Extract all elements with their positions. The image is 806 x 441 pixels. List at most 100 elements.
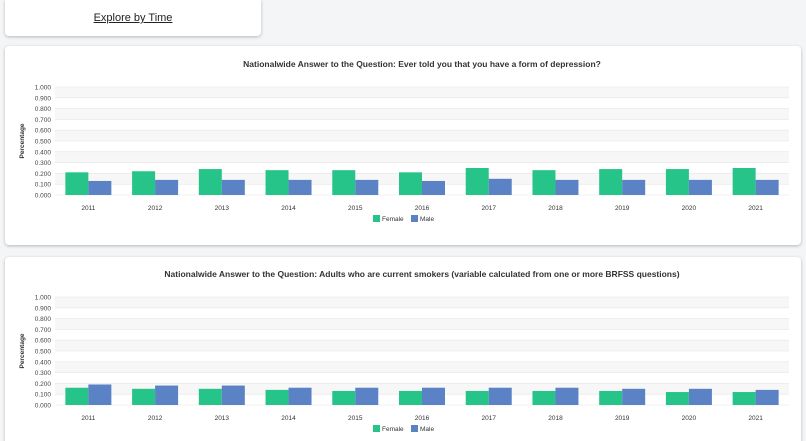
bar-female-2019[interactable]	[599, 390, 623, 405]
bar-female-2011[interactable]	[65, 387, 89, 405]
x-tick-label: 2012	[148, 415, 163, 422]
legend-item-female[interactable]: Female	[373, 425, 404, 433]
bar-female-2018[interactable]	[532, 390, 556, 405]
bar-female-2021[interactable]	[732, 168, 756, 195]
y-tick-label: 0.600	[35, 338, 52, 345]
bar-male-2021[interactable]	[755, 389, 779, 405]
bar-female-2018[interactable]	[532, 170, 556, 195]
legend-item-male[interactable]: Male	[411, 215, 434, 223]
bar-female-2015[interactable]	[332, 170, 356, 195]
y-tick-label: 0.400	[35, 149, 52, 156]
bar-male-2021[interactable]	[755, 179, 779, 195]
x-tick-label: 2011	[81, 205, 95, 212]
bar-male-2017[interactable]	[488, 387, 512, 405]
bar-male-2013[interactable]	[221, 385, 245, 405]
depression-bar-chart: Nationalwide Answer to the Question: Eve…	[19, 59, 789, 223]
y-tick-label: 0.800	[35, 316, 52, 323]
bar-male-2016[interactable]	[422, 387, 445, 405]
x-tick-label: 2012	[148, 205, 163, 212]
grid-band	[55, 130, 789, 141]
bar-male-2012[interactable]	[155, 385, 179, 405]
bar-female-2021[interactable]	[732, 392, 756, 405]
bar-male-2014[interactable]	[288, 179, 312, 195]
y-tick-label: 0.700	[35, 117, 52, 124]
bar-female-2011[interactable]	[65, 172, 89, 195]
bar-male-2015[interactable]	[355, 179, 379, 195]
x-tick-label: 2011	[81, 415, 95, 422]
legend-swatch	[411, 425, 418, 432]
bar-female-2014[interactable]	[265, 389, 289, 405]
explore-by-time-tab[interactable]: Explore by Time	[5, 0, 261, 36]
bar-female-2013[interactable]	[198, 169, 222, 195]
legend-item-male[interactable]: Male	[411, 425, 434, 433]
grid-band	[55, 318, 789, 330]
bar-male-2019[interactable]	[622, 179, 646, 195]
bar-male-2016[interactable]	[422, 180, 445, 195]
x-tick-label: 2016	[415, 205, 430, 212]
y-tick-label: 0.500	[35, 349, 52, 356]
grid-band	[55, 297, 789, 308]
legend-swatch	[411, 215, 418, 222]
grid-band	[55, 87, 789, 98]
smokers-chart-card: Nationalwide Answer to the Question: Adu…	[5, 257, 801, 441]
bar-female-2012[interactable]	[132, 171, 156, 195]
y-tick-label: 0.600	[35, 128, 52, 135]
y-tick-label: 0.900	[35, 95, 52, 102]
smokers-bar-chart: Nationalwide Answer to the Question: Adu…	[19, 269, 789, 433]
grid-band	[55, 340, 789, 351]
y-tick-label: 0.000	[35, 403, 52, 410]
x-tick-label: 2019	[615, 415, 630, 422]
bar-female-2017[interactable]	[465, 390, 489, 405]
bar-male-2020[interactable]	[688, 179, 712, 195]
bar-female-2016[interactable]	[399, 172, 422, 195]
bar-male-2011[interactable]	[88, 384, 112, 405]
y-tick-label: 0.000	[35, 193, 52, 200]
bar-female-2017[interactable]	[465, 168, 489, 195]
explore-by-time-link[interactable]: Explore by Time	[93, 12, 173, 24]
bar-male-2012[interactable]	[155, 179, 179, 195]
bar-male-2018[interactable]	[555, 179, 579, 195]
bar-male-2014[interactable]	[288, 387, 312, 405]
x-tick-label: 2017	[481, 205, 496, 212]
y-tick-label: 0.200	[35, 171, 52, 178]
bar-female-2014[interactable]	[265, 170, 289, 195]
bar-female-2020[interactable]	[665, 169, 689, 195]
y-tick-label: 0.400	[35, 359, 52, 366]
bar-female-2013[interactable]	[198, 388, 222, 405]
y-tick-label: 0.700	[35, 327, 52, 334]
legend-swatch	[373, 215, 380, 222]
bar-male-2015[interactable]	[355, 387, 379, 405]
legend-label: Female	[382, 216, 404, 223]
bar-female-2019[interactable]	[599, 169, 623, 195]
x-tick-label: 2014	[281, 205, 296, 212]
depression-chart-card: Nationalwide Answer to the Question: Eve…	[5, 46, 801, 245]
bar-male-2013[interactable]	[221, 179, 245, 195]
y-tick-label: 1.000	[35, 85, 52, 92]
bar-male-2017[interactable]	[488, 178, 512, 195]
x-tick-label: 2018	[548, 415, 563, 422]
legend-label: Male	[420, 426, 434, 433]
x-tick-label: 2013	[215, 205, 230, 212]
bar-male-2011[interactable]	[88, 180, 112, 195]
legend-item-female[interactable]: Female	[373, 215, 404, 223]
bar-female-2015[interactable]	[332, 390, 356, 405]
bar-female-2012[interactable]	[132, 388, 156, 405]
bar-male-2018[interactable]	[555, 387, 579, 405]
bar-female-2020[interactable]	[665, 392, 689, 405]
grid-band	[55, 151, 789, 163]
x-tick-label: 2018	[548, 205, 563, 212]
y-tick-label: 0.100	[35, 182, 52, 189]
bar-male-2019[interactable]	[622, 388, 646, 405]
y-axis-label: Percentage	[19, 333, 26, 368]
y-tick-label: 1.000	[35, 295, 52, 302]
x-tick-label: 2020	[682, 205, 697, 212]
chart-title: Nationalwide Answer to the Question: Adu…	[164, 269, 679, 279]
y-tick-label: 0.900	[35, 305, 52, 312]
y-tick-label: 0.300	[35, 160, 52, 167]
grid-band	[55, 361, 789, 373]
bar-male-2020[interactable]	[688, 388, 712, 405]
grid-band	[55, 108, 789, 120]
bar-female-2016[interactable]	[399, 390, 422, 405]
x-tick-label: 2021	[748, 415, 763, 422]
y-tick-label: 0.200	[35, 381, 52, 388]
